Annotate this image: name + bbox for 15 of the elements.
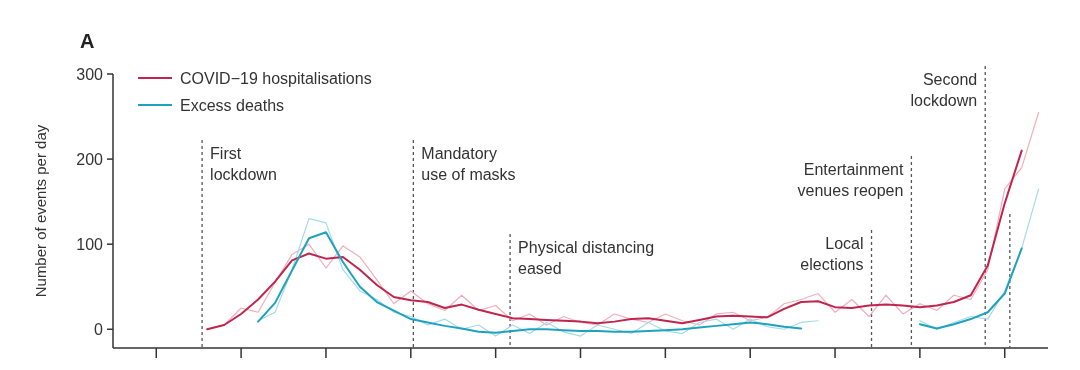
annotation: Second lockdown (910, 70, 978, 110)
annotation: Mandatory use of masks (421, 144, 516, 184)
y-tick-label: 200 (76, 150, 104, 168)
y-tick-label: 0 (94, 320, 104, 338)
annotation: Physical distancing eased (518, 238, 655, 278)
y-tick-label: 100 (76, 235, 104, 253)
legend-label: COVID−19 hospitalisations (180, 69, 372, 87)
annotation: Entertainment venues reopen (797, 160, 904, 200)
y-axis-title: Number of events per day (32, 124, 49, 298)
text: A (80, 30, 95, 52)
legend-label: Excess deaths (180, 96, 285, 114)
y-tick-label: 300 (76, 65, 104, 83)
annotation: Local elections (800, 234, 864, 274)
annotation: First lockdown (210, 144, 277, 184)
line-series (206, 149, 1023, 331)
